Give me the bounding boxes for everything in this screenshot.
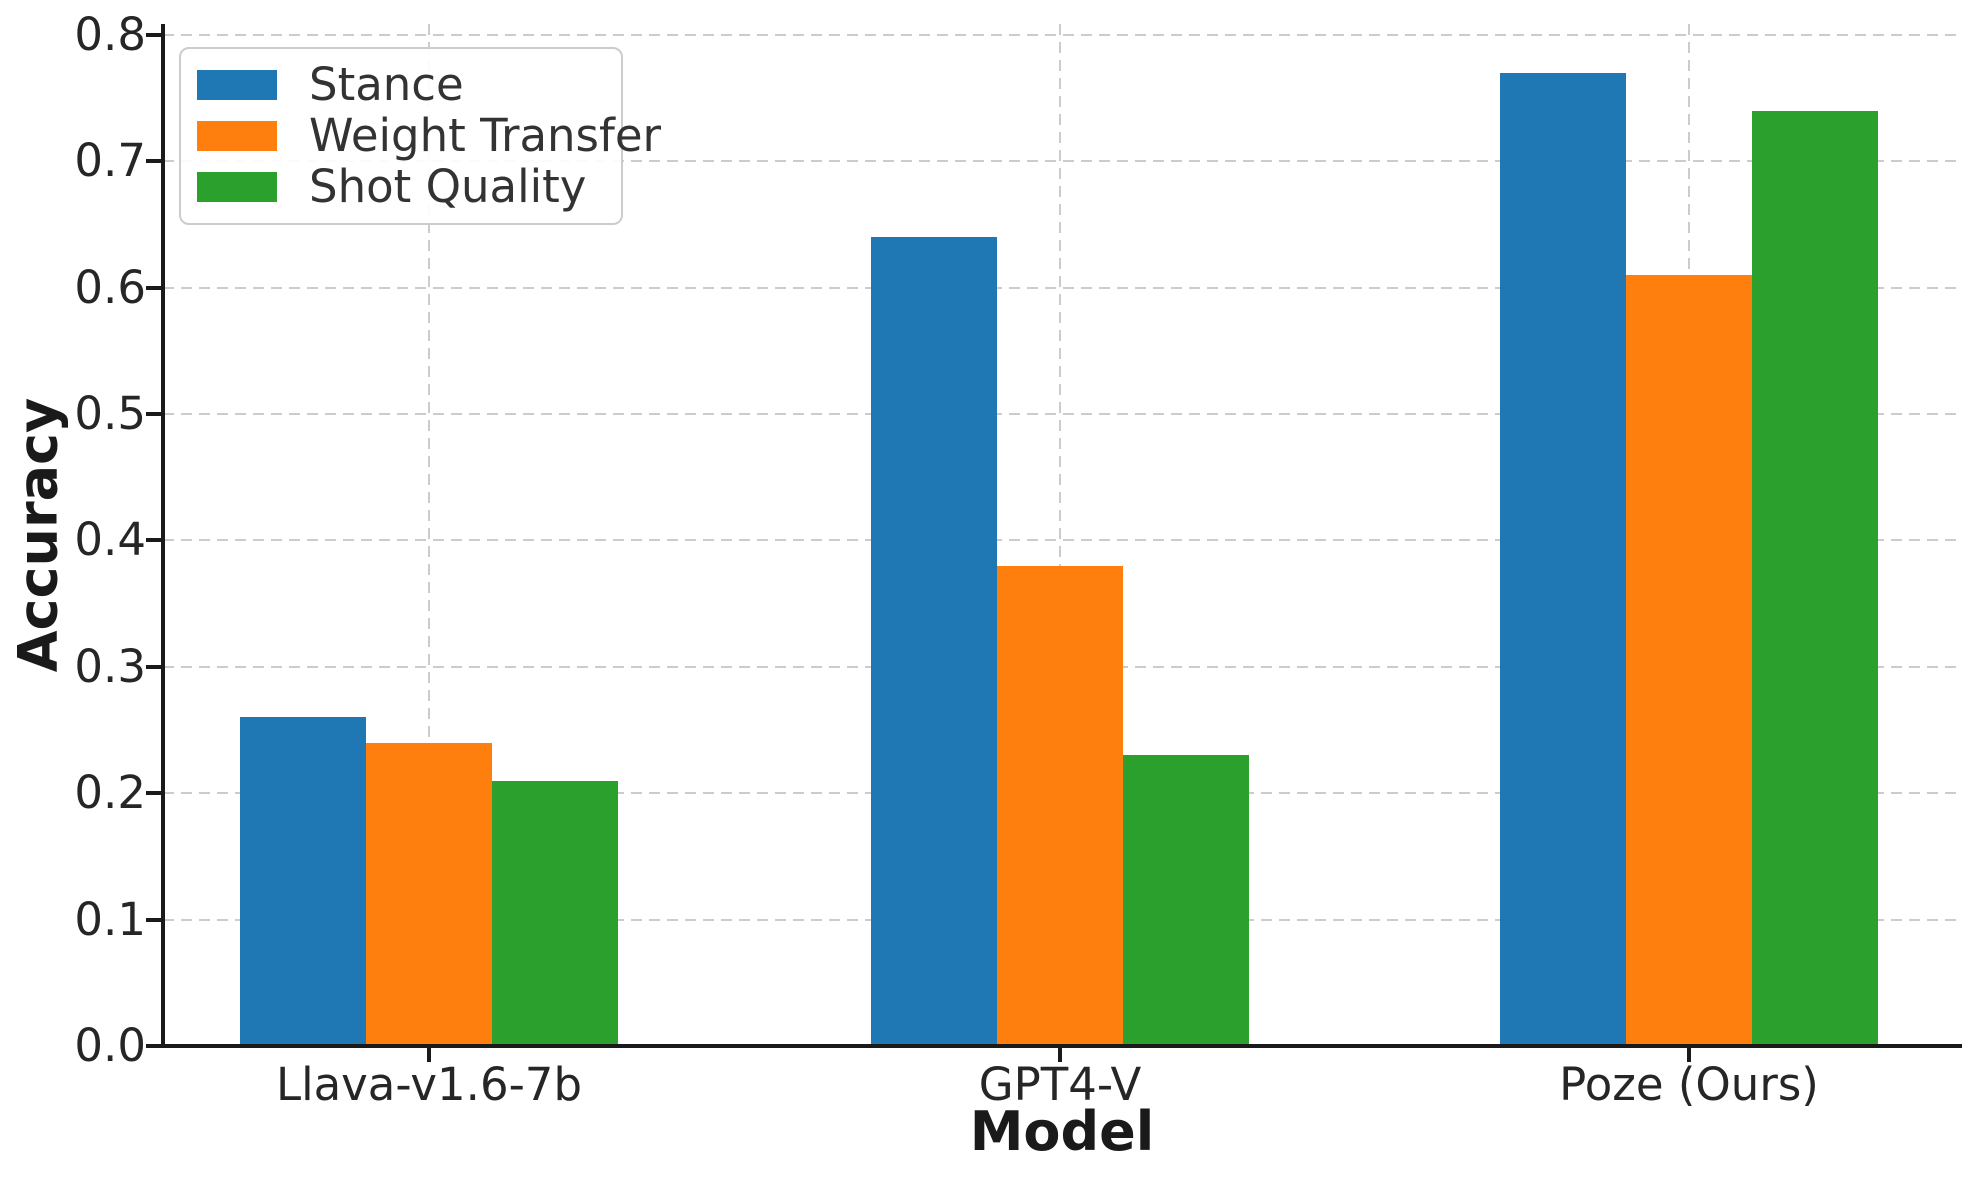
x-tick-label-gpt4-v: GPT4-V bbox=[978, 1058, 1142, 1111]
legend: Stance Weight Transfer Shot Quality bbox=[179, 47, 661, 225]
legend-label: Weight Transfer bbox=[309, 108, 662, 162]
x-tick-poze-ours bbox=[1687, 1048, 1691, 1062]
y-tick-0.6 bbox=[146, 285, 161, 290]
legend-entry-shot-quality: Shot Quality bbox=[197, 162, 603, 212]
legend-label: Stance bbox=[309, 57, 464, 111]
y-tick-0.2 bbox=[146, 791, 161, 796]
y-tick-0.0 bbox=[146, 1044, 161, 1048]
y-tick-label-0.2: 0.2 bbox=[74, 766, 146, 820]
bar-shot-quality-gpt4-v bbox=[1123, 755, 1249, 1046]
legend-entry-weight-transfer: Weight Transfer bbox=[197, 110, 661, 161]
gridline-y-0.8 bbox=[163, 33, 1962, 36]
legend-label: Shot Quality bbox=[309, 160, 587, 214]
x-tick-label-poze-ours: Poze (Ours) bbox=[1559, 1058, 1819, 1111]
y-tick-label-0.5: 0.5 bbox=[74, 387, 146, 440]
x-axis-title: Model bbox=[969, 1100, 1155, 1163]
x-tick-label-llava-v1-6-7b: Llava-v1.6-7b bbox=[275, 1058, 583, 1111]
y-tick-label-0.7: 0.7 bbox=[74, 134, 146, 188]
y-axis-spine bbox=[161, 24, 165, 1048]
y-tick-0.7 bbox=[146, 159, 161, 164]
y-tick-0.5 bbox=[146, 412, 161, 416]
weight-transfer-swatch-icon bbox=[197, 120, 277, 151]
gridline-y-0.5 bbox=[163, 413, 1962, 415]
y-tick-0.1 bbox=[146, 917, 161, 922]
plot-area bbox=[146, 24, 1962, 1062]
y-tick-label-0.3: 0.3 bbox=[74, 639, 146, 693]
y-tick-0.3 bbox=[146, 664, 161, 669]
gridline-x-llava-v1-6-7b bbox=[428, 24, 430, 1046]
bar-stance-llava-v1-6-7b bbox=[240, 717, 366, 1046]
bar-shot-quality-llava-v1-6-7b bbox=[492, 781, 618, 1046]
y-tick-label-0.8: 0.8 bbox=[74, 7, 146, 61]
bar-weight-transfer-llava-v1-6-7b bbox=[366, 743, 492, 1046]
x-tick-gpt4-v bbox=[1058, 1048, 1062, 1062]
bar-weight-transfer-poze-ours bbox=[1626, 275, 1752, 1046]
stance-swatch-icon bbox=[197, 69, 277, 100]
y-tick-label-0.0: 0.0 bbox=[74, 1019, 146, 1072]
shot-quality-swatch-icon bbox=[197, 172, 277, 203]
gridline-y-0.6 bbox=[163, 286, 1962, 289]
gridline-y-0.7 bbox=[163, 160, 1962, 163]
bar-shot-quality-poze-ours bbox=[1752, 111, 1878, 1046]
y-tick-0.8 bbox=[146, 32, 161, 37]
gridline-y-0.4 bbox=[163, 539, 1962, 542]
gridline-x-gpt4-v bbox=[1059, 24, 1061, 1046]
x-tick-llava-v1-6-7b bbox=[427, 1048, 431, 1062]
x-axis-spine bbox=[161, 1044, 1962, 1048]
y-tick-0.4 bbox=[146, 538, 161, 543]
bar-weight-transfer-gpt4-v bbox=[997, 566, 1123, 1046]
y-tick-label-0.6: 0.6 bbox=[74, 260, 146, 314]
legend-entry-stance: Stance bbox=[197, 57, 603, 111]
y-tick-label-0.1: 0.1 bbox=[74, 892, 146, 946]
bar-stance-poze-ours bbox=[1500, 73, 1626, 1046]
y-tick-label-0.4: 0.4 bbox=[74, 513, 146, 567]
bar-stance-gpt4-v bbox=[871, 237, 997, 1046]
